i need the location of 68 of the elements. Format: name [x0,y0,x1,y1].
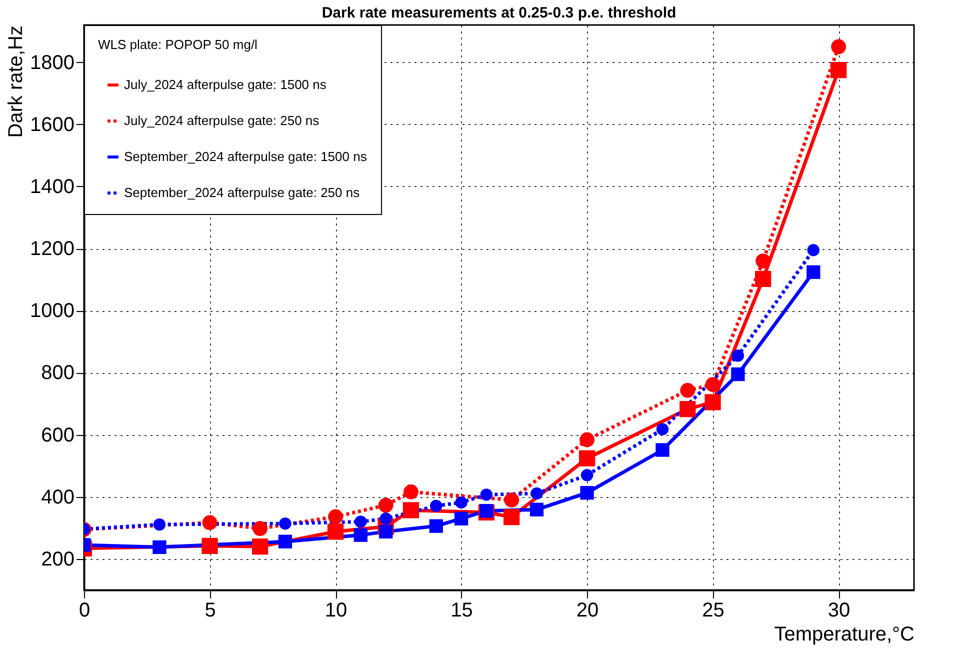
point [354,516,367,528]
point [530,502,544,516]
point [252,521,268,536]
point [455,496,468,509]
point [580,486,594,500]
point [756,253,771,268]
legend-label: July_2024 afterpulse gate: 250 ns [124,113,320,128]
y-tick-label: 400 [41,486,74,508]
x-tick-label: 10 [324,600,348,622]
y-tick-label: 1800 [30,52,74,74]
point [152,540,166,554]
point [153,518,166,531]
point [755,270,772,288]
point [580,432,594,448]
x-tick-label: 30 [828,600,850,622]
legend-title: WLS plate: POPOP 50 mg/l [98,37,258,52]
point [354,528,368,542]
point [656,443,670,457]
y-axis-title: Dark rate,Hz [5,26,28,138]
legend-label: July_2024 afterpulse gate: 1500 ns [124,77,327,92]
point [378,498,394,513]
point [578,450,596,466]
y-tick-label: 1000 [30,300,74,322]
point [807,244,820,256]
point [680,382,696,398]
point [732,350,744,362]
x-tick-label: 15 [450,600,473,622]
point [378,524,393,538]
point [454,512,468,526]
y-tick-label: 200 [41,548,74,570]
point [404,484,418,500]
x-tick-label: 0 [78,600,90,622]
point [705,377,720,392]
point [504,492,520,508]
chart-title: Dark rate measurements at 0.25-0.3 p.e. threshold [322,4,676,22]
x-axis-title: Temperature,°C [774,624,914,646]
point [806,265,820,279]
y-tick-label: 1400 [30,176,74,198]
point [402,502,420,518]
point [252,538,268,555]
x-tick-label: 20 [576,600,599,622]
point [731,367,745,382]
point [278,534,292,548]
point [530,487,543,500]
y-tick-label: 1600 [30,114,74,136]
point [580,469,594,482]
point [656,423,669,436]
y-tick-label: 800 [41,362,74,384]
point [328,509,343,524]
point [429,519,443,533]
x-tick-label: 5 [204,600,216,622]
point [202,515,218,530]
point [480,488,493,501]
point [831,39,846,54]
y-tick-label: 1200 [30,238,74,260]
point [202,538,218,554]
x-tick-label: 25 [702,600,724,622]
point [279,517,292,530]
point [380,512,392,525]
legend-label: September_2024 afterpulse gate: 1500 ns [124,149,368,164]
point [430,500,442,512]
point [504,508,520,526]
point [830,62,847,78]
legend-label: September_2024 afterpulse gate: 250 ns [124,185,360,200]
point [680,400,696,418]
y-tick-label: 600 [41,424,74,446]
point [704,394,721,410]
point [327,524,344,540]
